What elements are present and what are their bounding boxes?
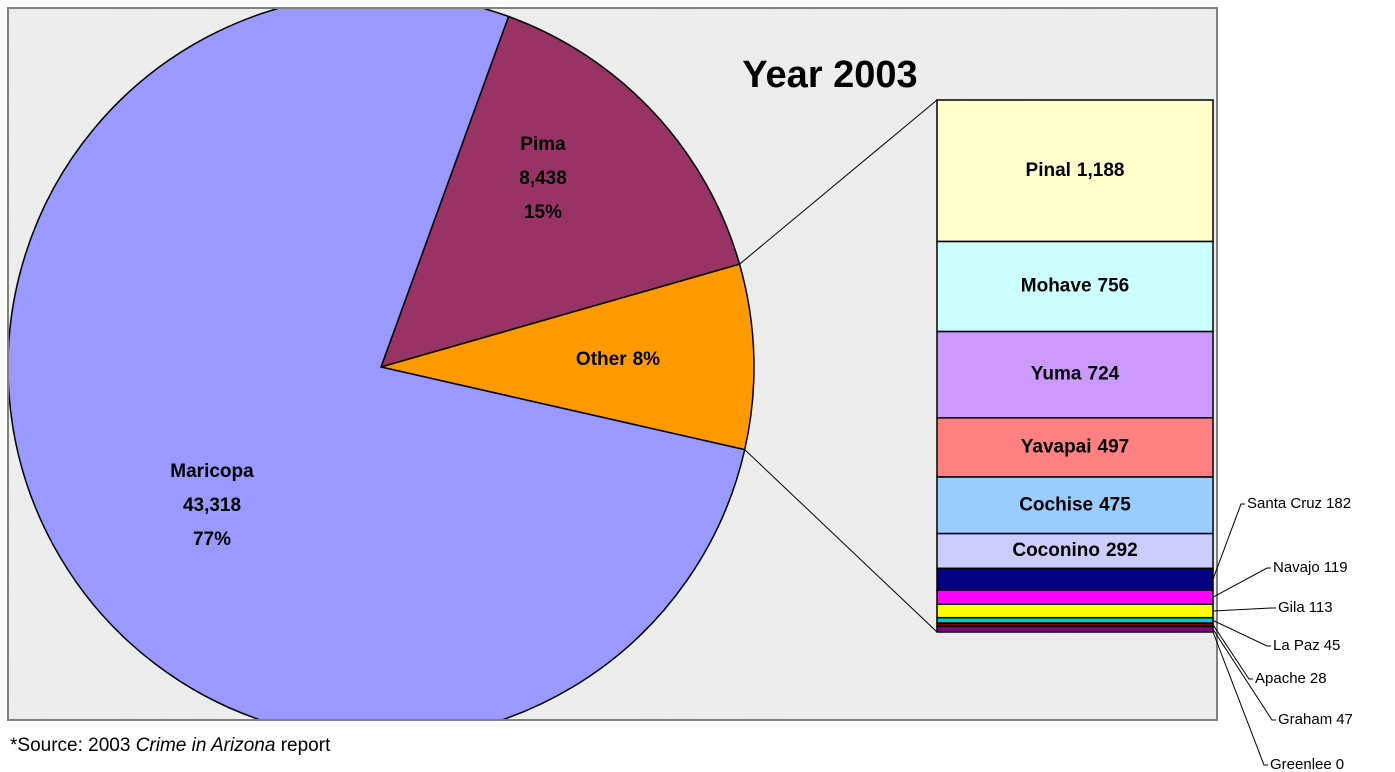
segment-label: Navajo 119 [1273,559,1348,576]
bar-segment [936,603,1214,619]
source-prefix: *Source: 2003 [10,735,136,756]
segment-name: La Paz [1273,637,1320,654]
slice-percent: 8% [633,349,661,370]
leader-line [1212,607,1276,612]
segment-value: 756 [1098,276,1130,297]
segment-name: Cochise [1019,494,1093,515]
bar-segment [936,616,1214,624]
segment-label: Graham 47 [1278,711,1353,728]
segment-name: Graham [1278,711,1332,728]
slice-name: Maricopa [170,461,254,482]
bar-segment [936,532,1214,570]
slice-percent: 15% [524,202,562,223]
segment-label: Coconino 292 [1012,540,1137,561]
segment-value: 724 [1088,364,1120,385]
segment-value: 182 [1326,495,1351,512]
segment-value: 119 [1324,559,1348,576]
plot [9,9,755,719]
leader-line [1212,619,1271,647]
bar-segment [936,625,1214,633]
segment-name: Navajo [1273,559,1320,576]
slice-label: Other 8% [576,349,660,370]
slice-value: 8,438 [519,168,567,189]
connector [739,99,938,265]
slice-percent: 77% [193,529,231,550]
chart-title: Year 2003 [742,54,917,96]
bar-segment [936,567,1214,591]
slice-name: Pima [520,134,566,155]
leader-line [1212,631,1268,766]
slice-value: 43,318 [183,495,241,516]
segment-name: Greenlee [1270,756,1332,772]
segment-value: 475 [1099,494,1131,515]
segment-value: 497 [1098,436,1130,457]
segment-value: 292 [1106,540,1138,561]
segment-label: Gila 113 [1278,599,1333,616]
pie-slice [9,9,746,719]
segment-label: Greenlee 0 [1270,756,1344,772]
bar-segment [936,330,1214,419]
slice-name: Other [576,349,627,370]
segment-value: 113 [1309,599,1333,616]
leader-line [1212,567,1271,598]
frame [7,7,1218,721]
leader-line [1212,624,1253,680]
segment-label: La Paz 45 [1273,637,1340,654]
segment-label: Santa Cruz 182 [1247,495,1351,512]
segment-value: 28 [1310,670,1327,687]
pie-slice [379,15,741,369]
bar-segment [936,476,1214,535]
segment-label: Mohave 756 [1021,276,1129,297]
segment-name: Apache [1255,670,1306,687]
segment-label: Pinal 1,188 [1026,160,1125,181]
segment-value: 47 [1336,711,1353,728]
segment-value: 0 [1336,756,1344,772]
pie-slice [380,263,755,451]
connector [744,449,938,633]
bar-segment [936,417,1214,478]
segment-label: Yavapai 497 [1021,436,1129,457]
bar-segment [936,99,1214,243]
segment-label: Apache 28 [1255,670,1327,687]
segment-name: Coconino [1012,540,1100,561]
segment-label: Cochise 475 [1019,494,1131,515]
bar-segment [936,240,1214,333]
segment-name: Santa Cruz [1247,495,1322,512]
segment-name: Mohave [1021,276,1092,297]
leader-line [1212,503,1245,580]
source-note: *Source: 2003 Crime in Arizona report [10,735,331,756]
segment-value: 45 [1324,637,1341,654]
bar-segment [936,589,1214,605]
source-title: Crime in Arizona [136,735,276,756]
segment-name: Pinal [1026,160,1071,181]
segment-name: Yuma [1031,364,1082,385]
segment-label: Yuma 724 [1031,364,1120,385]
source-suffix: report [275,735,331,756]
segment-value: 1,188 [1077,160,1125,181]
segment-name: Gila [1278,599,1305,616]
leader-line [1212,628,1276,721]
segment-name: Yavapai [1021,436,1092,457]
